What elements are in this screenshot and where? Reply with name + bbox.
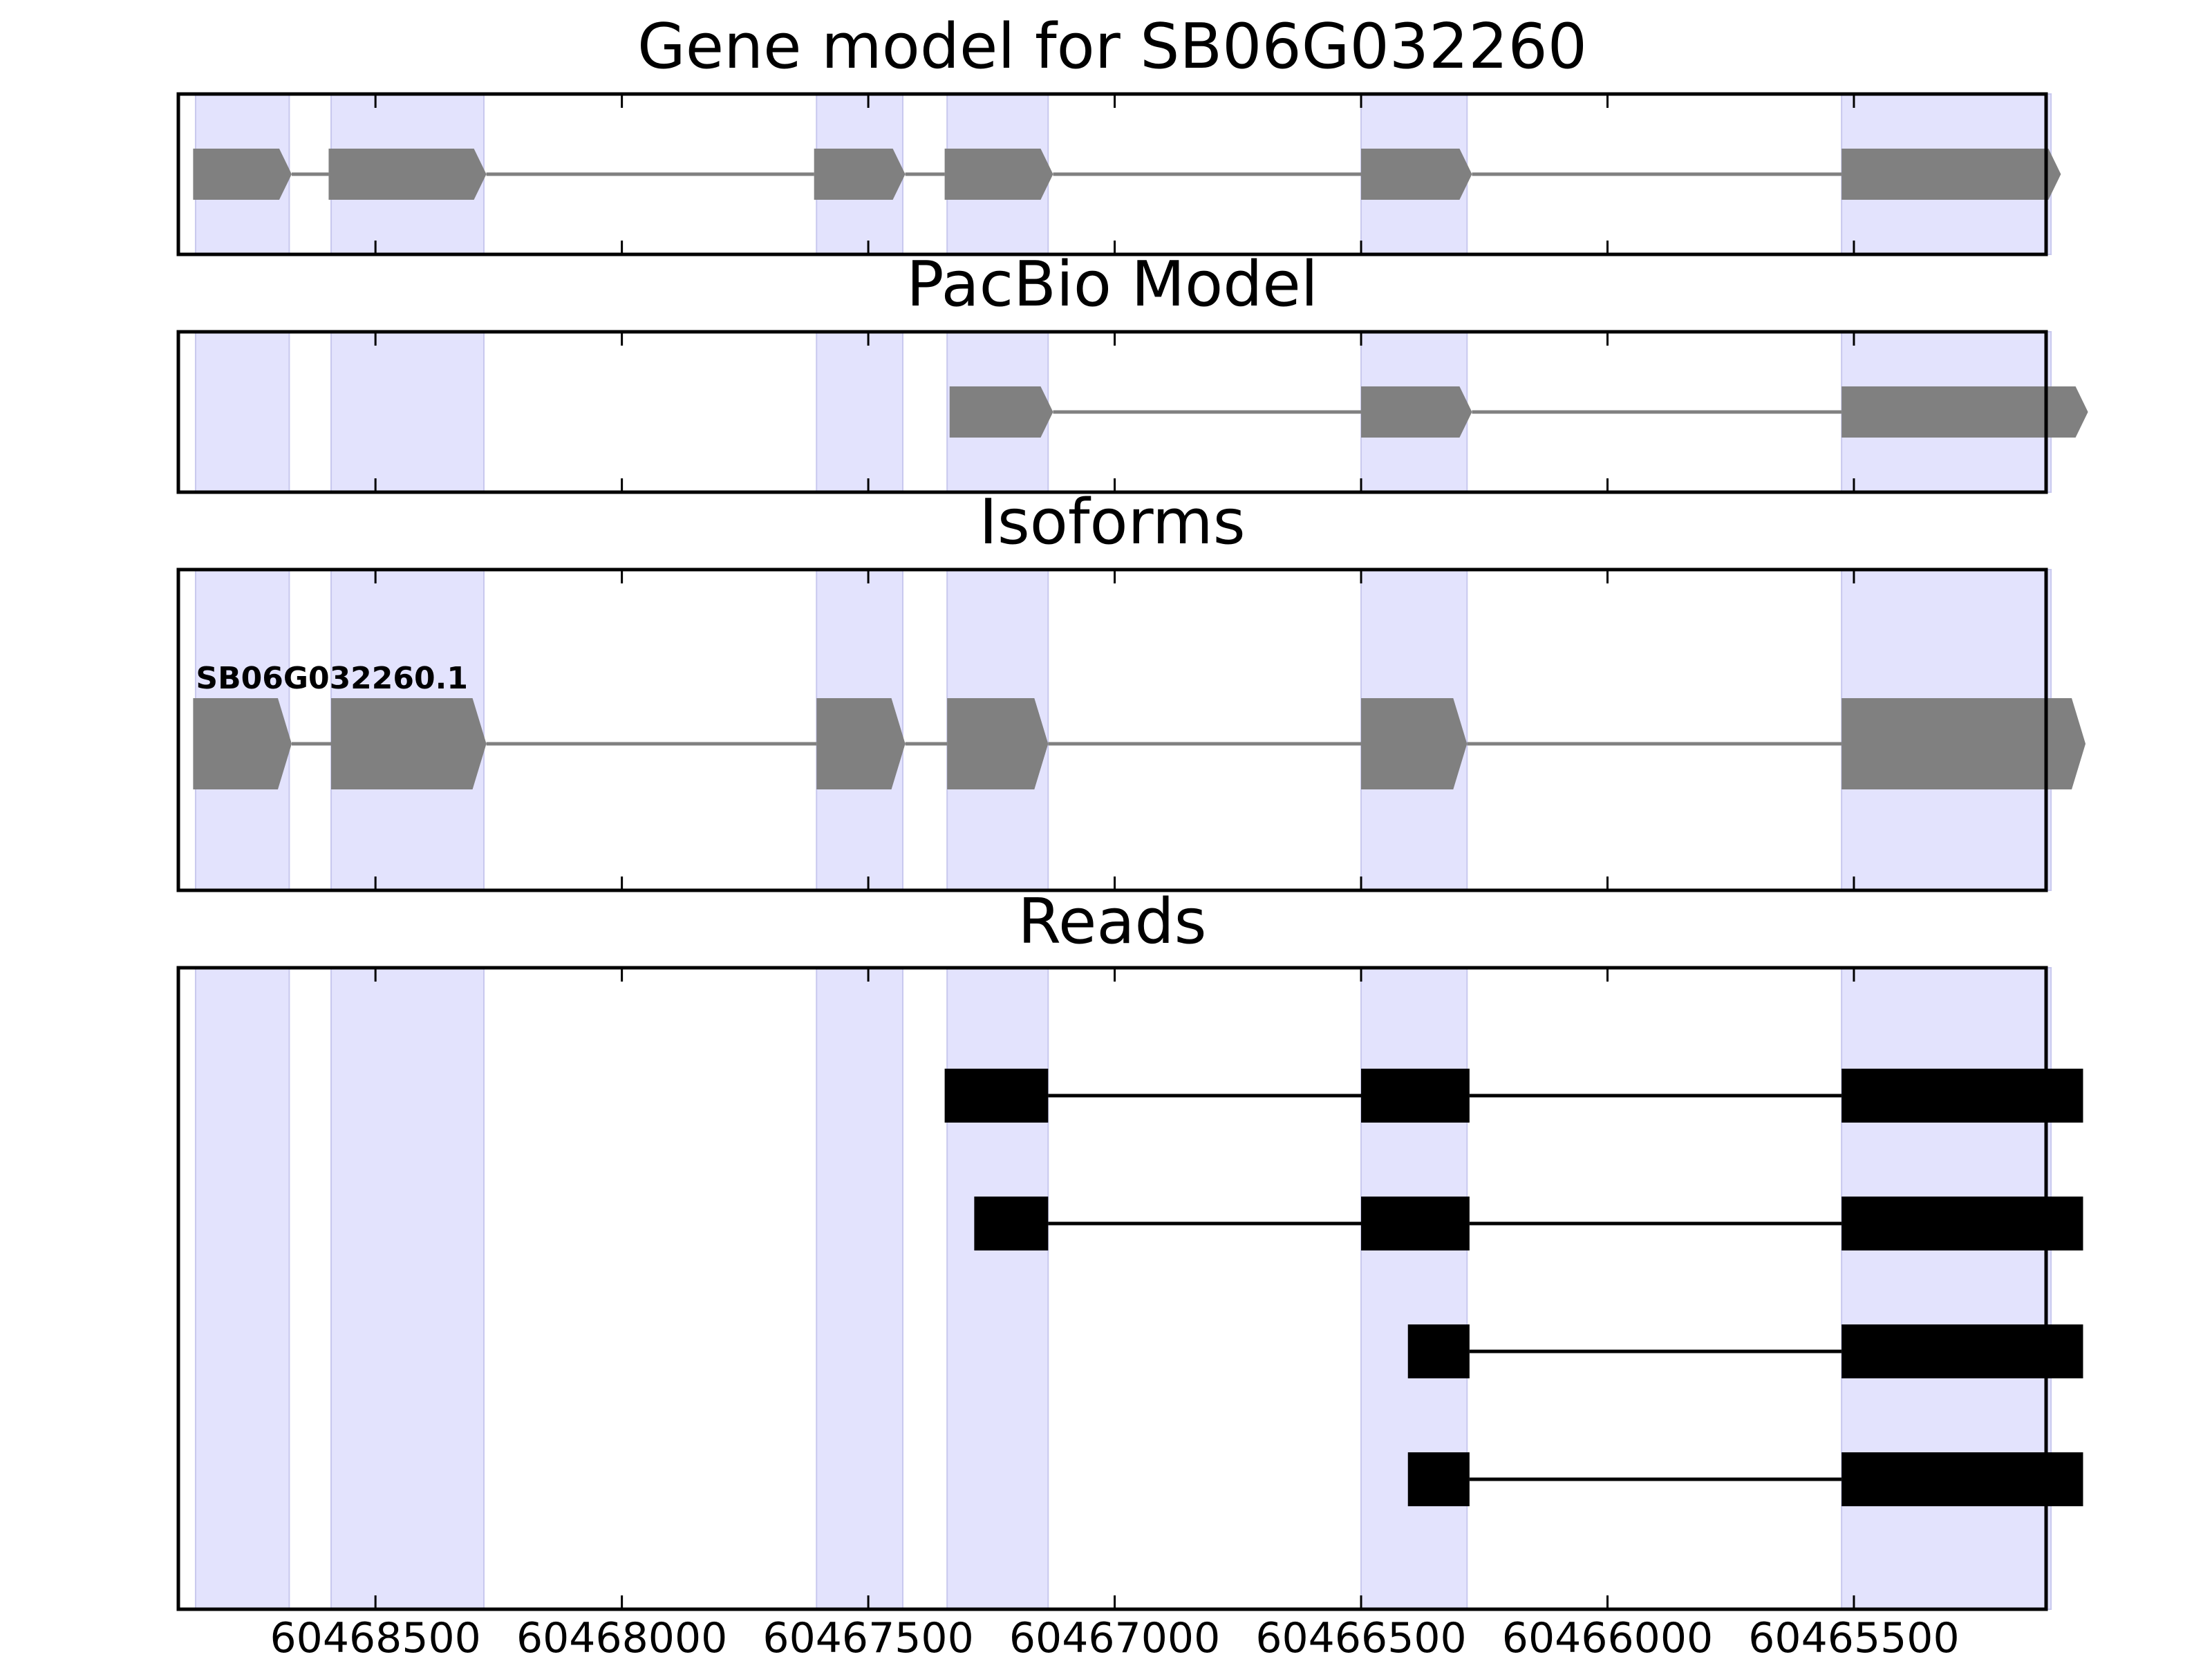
exon-arrow	[193, 149, 292, 200]
exon-arrow	[814, 149, 906, 200]
panel-title: Isoforms	[979, 486, 1245, 559]
exon-arrow	[328, 149, 487, 200]
exon-arrow	[949, 386, 1053, 438]
panel-frame	[176, 330, 2048, 494]
x-tick-label: 60465500	[1748, 1614, 1959, 1659]
read-block	[974, 1197, 1049, 1250]
panel-title: Gene model for SB06G032260	[637, 10, 1587, 83]
x-tick-label: 60468500	[270, 1614, 480, 1659]
read-block	[1407, 1452, 1470, 1506]
read-block	[944, 1069, 1049, 1123]
read-block	[1407, 1324, 1470, 1378]
panel-title: PacBio Model	[906, 248, 1318, 321]
x-tick-label: 60467000	[1009, 1614, 1220, 1659]
exon-arrow	[1361, 698, 1468, 789]
read-block	[1841, 1197, 2083, 1250]
exon-arrow	[1841, 149, 2061, 200]
exon-arrow	[1361, 149, 1472, 200]
exon-arrow	[1841, 386, 2088, 438]
text-layer: Gene model for SB06G032260 PacBio Model SB…	[196, 10, 1959, 1659]
exon-shade-band	[194, 331, 290, 493]
exon-arrow	[193, 698, 292, 789]
exon-arrow	[1841, 698, 2086, 789]
exon-arrow	[816, 698, 906, 789]
exon-shade-band	[330, 967, 485, 1610]
read-block	[1841, 1324, 2083, 1378]
exon-shade-band	[194, 967, 290, 1610]
panel-title: Reads	[1018, 885, 1206, 958]
x-tick-label: 60466500	[1255, 1614, 1466, 1659]
read-block	[1361, 1069, 1470, 1123]
exon-shade-band	[816, 967, 904, 1610]
x-tick-label: 60467500	[762, 1614, 973, 1659]
exon-arrow	[1361, 386, 1472, 438]
exon-arrow	[947, 698, 1049, 789]
exon-shade-band	[946, 967, 1049, 1610]
exon-shade-band	[1360, 967, 1468, 1610]
feature-layer	[193, 149, 2088, 1506]
exon-arrow	[944, 149, 1053, 200]
read-block	[1841, 1452, 2083, 1506]
x-tick-label: 60468000	[516, 1614, 727, 1659]
exon-shading-layer	[194, 93, 2052, 1610]
exon-shade-band	[1841, 967, 2052, 1610]
panel-frame	[176, 568, 2048, 892]
panel-frame	[176, 966, 2048, 1611]
exon-arrow	[331, 698, 487, 789]
exon-shade-band	[330, 331, 485, 493]
read-block	[1361, 1197, 1470, 1250]
panel-frame-layer	[176, 92, 2048, 1611]
exon-shade-band	[816, 331, 904, 493]
panel-frame	[176, 92, 2048, 256]
isoform-label: SB06G032260.1	[196, 661, 468, 696]
read-block	[1841, 1069, 2083, 1123]
x-tick-label: 60466000	[1502, 1614, 1713, 1659]
